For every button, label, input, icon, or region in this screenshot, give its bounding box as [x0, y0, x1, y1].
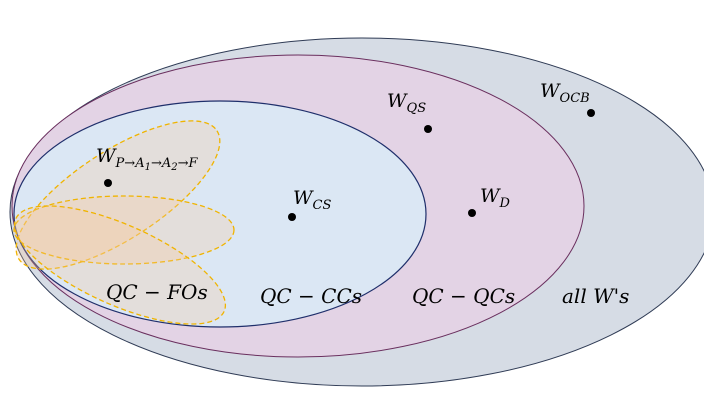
w-ocb-dot — [587, 109, 595, 117]
qc-fos-petals — [13, 120, 235, 325]
region-label-ccs: QC − CCs — [260, 284, 362, 308]
w-cs-label: WCS — [293, 187, 331, 213]
w-qs-dot — [424, 125, 432, 133]
region-label-qcs: QC − QCs — [412, 284, 515, 308]
w-qs-label: WQS — [387, 90, 426, 116]
fo-petal-middle — [13, 195, 235, 265]
w-cs-dot — [288, 213, 296, 221]
fo-petal-lower — [13, 205, 227, 325]
fo-petal-upper — [15, 120, 221, 270]
w-path-label: WP→A1→A2→F — [96, 145, 199, 173]
w-path-dot — [104, 179, 112, 187]
w-d-dot — [468, 209, 476, 217]
w-ocb-label: WOCB — [540, 80, 590, 106]
region-label-fos: QC − FOs — [106, 280, 208, 304]
w-d-label: WD — [480, 185, 511, 211]
qc-ccs-ellipse — [13, 100, 427, 328]
region-label-all: all W's — [562, 284, 629, 308]
